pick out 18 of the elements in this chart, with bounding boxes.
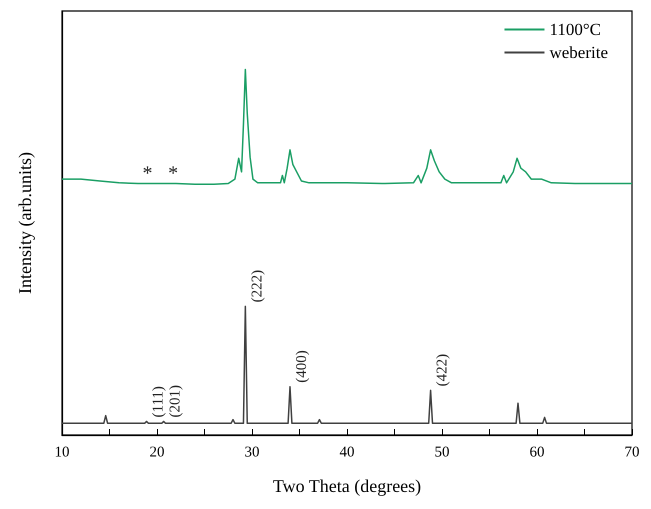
annotation: (111)	[150, 386, 167, 418]
y-axis-title: Intensity (arb.units)	[15, 152, 35, 294]
x-tick-label: 20	[150, 444, 164, 460]
x-axis-title: Two Theta (degrees)	[272, 476, 422, 496]
legend-label: weberite	[549, 43, 608, 62]
annotation: (201)	[168, 384, 184, 418]
annotation: (400)	[294, 350, 310, 383]
x-tick-label: 40	[340, 444, 354, 460]
annotation: (222)	[249, 270, 266, 302]
x-tick-label: 30	[244, 444, 260, 460]
annotation: *	[142, 162, 152, 185]
x-tick-label: 70	[624, 444, 640, 460]
legend-label: 1100°C	[549, 20, 601, 39]
annotation: (422)	[434, 354, 451, 386]
x-tick-label: 10	[54, 444, 70, 460]
annotation: *	[168, 162, 178, 185]
x-tick-label: 60	[530, 444, 544, 460]
x-tick-label: 50	[434, 444, 450, 460]
